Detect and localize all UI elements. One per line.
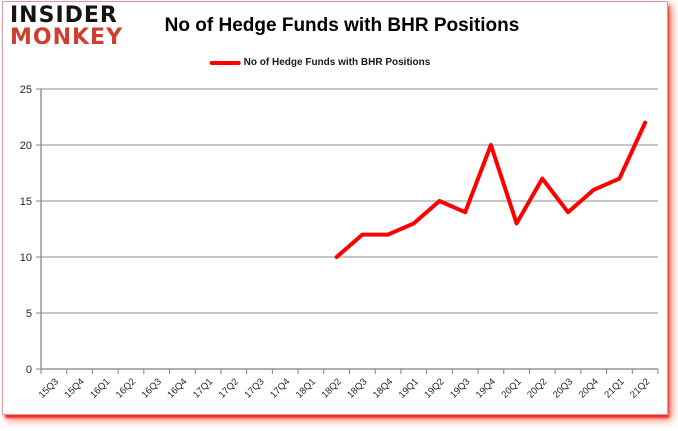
x-tick-label: 16Q2 (114, 376, 138, 400)
insider-monkey-logo: INSIDER MONKEY (10, 5, 123, 49)
y-axis-labels: 0 5 10 15 20 25 (20, 84, 32, 376)
legend: No of Hedge Funds with BHR Positions (209, 57, 431, 68)
legend-label: No of Hedge Funds with BHR Positions (243, 57, 431, 68)
x-tick-label: 16Q1 (88, 376, 112, 400)
x-tick-label: 18Q1 (294, 376, 318, 400)
x-tick-label: 18Q4 (371, 376, 395, 400)
x-tick-label: 21Q1 (602, 376, 626, 400)
x-tick-label: 18Q2 (320, 376, 344, 400)
x-tick-label: 16Q3 (140, 376, 164, 400)
x-tick-label: 19Q2 (422, 376, 446, 400)
x-tick-label: 20Q3 (551, 376, 575, 400)
x-tick-label: 20Q2 (525, 376, 549, 400)
gridlines (41, 88, 658, 314)
y-tick-label: 0 (26, 364, 32, 376)
y-tick-label: 15 (20, 196, 32, 208)
x-tick-label: 15Q3 (37, 376, 61, 400)
x-tick-label: 17Q1 (191, 376, 215, 400)
series-line (334, 120, 648, 259)
logo-text-monkey: MONKEY (10, 25, 124, 50)
chart-title: No of Hedge Funds with BHR Positions (164, 15, 520, 36)
x-tick-label: 19Q1 (397, 376, 421, 400)
chart-panel (2, 1, 668, 415)
x-tick-label: 16Q4 (165, 376, 189, 400)
x-axis-labels: 15Q3 15Q4 16Q1 16Q2 16Q3 16Q4 17Q1 17Q2 17Q3 17Q4… (37, 376, 653, 400)
legend-line-swatch (209, 60, 241, 65)
x-tick-label: 17Q3 (242, 376, 266, 400)
x-tick-label: 20Q1 (500, 376, 524, 400)
x-tick-label: 19Q4 (474, 376, 498, 400)
x-tick-label: 20Q4 (577, 376, 601, 400)
y-tick-label: 5 (26, 308, 32, 320)
logo-text-insider: INSIDER (10, 3, 118, 28)
x-tick-label: 19Q3 (448, 376, 472, 400)
x-tick-label: 17Q4 (268, 376, 292, 400)
x-tick-label: 15Q4 (62, 376, 86, 400)
y-tick-label: 20 (20, 140, 32, 152)
axes (36, 88, 659, 374)
x-tick-label: 18Q3 (345, 376, 369, 400)
x-tick-label: 21Q2 (628, 376, 652, 400)
y-tick-label: 25 (20, 84, 32, 96)
x-tick-label: 17Q2 (217, 376, 241, 400)
y-tick-label: 10 (20, 252, 32, 264)
